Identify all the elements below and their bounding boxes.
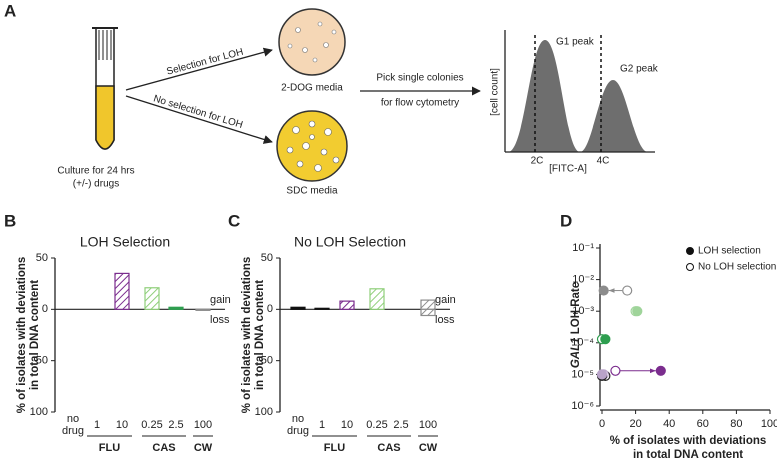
y-axis-label: in total DNA content <box>29 280 41 390</box>
x-tick-label: 10 <box>341 419 353 431</box>
panel-letter: B <box>4 211 16 230</box>
panel-letter: C <box>228 211 240 230</box>
bar <box>144 287 160 310</box>
x-tick-label: 0 <box>599 418 605 430</box>
x-tick-label: 1 <box>319 419 325 431</box>
bar <box>195 308 211 311</box>
legend-label: No LOH selection <box>698 262 776 273</box>
x-axis-label: in total DNA content <box>633 449 743 461</box>
chart-title: No LOH Selection <box>294 234 406 250</box>
y-axis-label: in total DNA content <box>254 280 266 390</box>
legend-label: LOH selection <box>698 246 761 257</box>
x-tick-label: no drug <box>287 413 309 437</box>
y-tick-label: 0 <box>42 303 48 315</box>
axis-label: [FITC-A] <box>549 164 587 175</box>
x-tick-label: 2.5 <box>168 419 183 431</box>
x-tick-label: 80 <box>730 418 742 430</box>
peak-label: G2 peak <box>620 64 659 75</box>
x-tick-label: 2.5 <box>393 419 408 431</box>
plate-sdc <box>276 110 348 182</box>
y-tick-label: 0 <box>267 303 273 315</box>
point <box>610 365 621 376</box>
flow-histogram <box>504 30 655 155</box>
group-label: FLU <box>99 442 120 454</box>
panel-letter: A <box>4 1 16 20</box>
y-tick-label: 10⁻³ <box>572 305 594 317</box>
arrow <box>125 47 273 91</box>
point <box>632 306 643 317</box>
y-tick-label: 100 <box>30 406 48 418</box>
y-tick-label: 10⁻⁶ <box>571 400 594 412</box>
x-tick-label: 20 <box>629 418 641 430</box>
y-tick-label: 100 <box>255 406 273 418</box>
tube-label: Culture for 24 hrs <box>57 166 134 177</box>
bar <box>420 299 436 310</box>
plate-2dog <box>278 8 346 76</box>
bar <box>290 306 306 310</box>
bar <box>168 306 184 310</box>
legend-marker <box>686 263 694 271</box>
y-tick-label: 10⁻¹ <box>572 242 594 254</box>
series-label: gain <box>435 294 456 306</box>
bar <box>114 272 130 310</box>
point <box>598 285 609 296</box>
y-tick-label: 50 <box>261 355 273 367</box>
x-tick-label: 1 <box>94 419 100 431</box>
bar <box>314 307 330 310</box>
arrow-label: Selection for LOH <box>165 47 244 78</box>
y-axis-label: % of isolates with deviations <box>16 257 28 414</box>
group-label: FLU <box>324 442 345 454</box>
x-tick-label: 0.25 <box>366 419 387 431</box>
tube-label: (+/-) drugs <box>73 179 119 190</box>
y-tick-label: 10⁻² <box>572 274 594 286</box>
series-label: loss <box>435 314 455 326</box>
bar <box>420 308 436 317</box>
y-tick-label: 50 <box>36 252 48 264</box>
culture-tube <box>92 27 118 150</box>
legend-marker <box>686 247 694 255</box>
x-tick-label: 60 <box>697 418 709 430</box>
plate-label: 2-DOG media <box>281 83 343 94</box>
x-tick-label: 40 <box>663 418 675 430</box>
arrow-label: Pick single colonies <box>376 73 463 84</box>
y-axis-label: GAL1 <box>570 337 582 368</box>
x-tick-label: 100 <box>419 419 437 431</box>
series-label: gain <box>210 294 231 306</box>
y-axis-label: LOH Rate <box>570 282 582 334</box>
group-label: CW <box>194 442 213 454</box>
group-label: CAS <box>152 442 175 454</box>
x-tick-label: no drug <box>62 413 84 437</box>
bar <box>339 300 355 310</box>
peak-label: G1 peak <box>556 37 595 48</box>
point <box>596 369 608 380</box>
x-tick-label: 10 <box>116 419 128 431</box>
point <box>600 334 611 345</box>
x-axis-label: % of isolates with deviations <box>610 435 767 447</box>
series-label: loss <box>210 314 230 326</box>
x-tick-label: 100 <box>194 419 212 431</box>
group-label: CW <box>419 442 438 454</box>
arrow <box>125 95 273 144</box>
svg-text:GAL1 LOH Rate: GAL1 LOH Rate <box>570 282 582 368</box>
y-tick-label: 50 <box>261 252 273 264</box>
group-label: CAS <box>377 442 400 454</box>
point <box>622 285 633 296</box>
arrow-label: No selection for LOH <box>152 93 244 131</box>
bar <box>369 288 385 310</box>
y-tick-label: 10⁻⁴ <box>571 337 594 349</box>
axis-label: [cell count] <box>490 68 501 116</box>
arrow-label: for flow cytometry <box>381 98 459 109</box>
chart-title: LOH Selection <box>80 234 170 250</box>
y-tick-label: 50 <box>36 355 48 367</box>
ploidy-label: 4C <box>597 156 610 167</box>
x-tick-label: 0.25 <box>141 419 162 431</box>
panel-letter: D <box>560 211 572 230</box>
ploidy-label: 2C <box>531 156 544 167</box>
x-tick-label: 100 <box>761 418 777 430</box>
y-tick-label: 10⁻⁵ <box>571 368 594 380</box>
y-axis-label: % of isolates with deviations <box>241 257 253 414</box>
point <box>655 365 666 376</box>
plate-label: SDC media <box>286 186 338 197</box>
